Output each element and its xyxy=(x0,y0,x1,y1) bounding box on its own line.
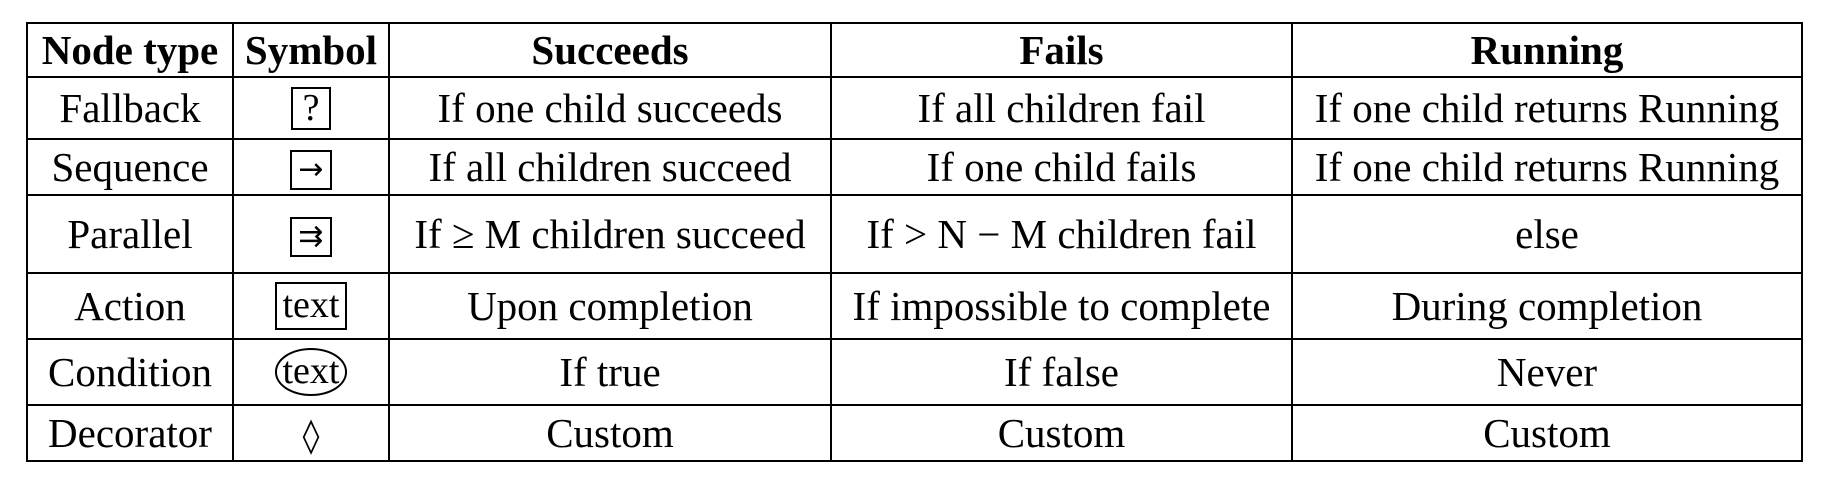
parallel-double-arrow-icon: ⇉ xyxy=(290,216,332,257)
symbol-cell: → xyxy=(232,138,390,196)
node-type-cell: Action xyxy=(26,272,234,340)
table-row: Condition text If true If false Never xyxy=(26,338,1803,406)
succeeds-cell: If ≥ M children succeed xyxy=(388,194,832,274)
symbol-cell: text xyxy=(232,338,390,406)
condition-ellipse-icon: text xyxy=(274,348,348,396)
running-cell: Custom xyxy=(1291,404,1803,462)
sequence-arrow-icon: → xyxy=(290,149,332,190)
node-types-table: Node type Symbol Succeeds Fails Running … xyxy=(26,22,1803,462)
succeeds-cell: If one child succeeds xyxy=(388,76,832,140)
symbol-cell: ◊ xyxy=(232,404,390,462)
header-running: Running xyxy=(1291,22,1803,78)
succeeds-cell: Custom xyxy=(388,404,832,462)
table-row: Sequence → If all children succeed If on… xyxy=(26,138,1803,196)
succeeds-cell: Upon completion xyxy=(388,272,832,340)
table-row: Action text Upon completion If impossibl… xyxy=(26,272,1803,340)
table-row: Parallel ⇉ If ≥ M children succeed If > … xyxy=(26,194,1803,274)
fails-cell: If one child fails xyxy=(830,138,1293,196)
table-header-row: Node type Symbol Succeeds Fails Running xyxy=(26,22,1803,78)
action-rectangle-icon: text xyxy=(274,282,348,330)
symbol-cell: text xyxy=(232,272,390,340)
header-symbol: Symbol xyxy=(232,22,390,78)
running-cell: If one child returns Running xyxy=(1291,76,1803,140)
running-cell: else xyxy=(1291,194,1803,274)
symbol-cell: ? xyxy=(232,76,390,140)
decorator-diamond-icon: ◊ xyxy=(302,415,320,456)
fallback-symbol-icon: ? xyxy=(290,86,332,131)
node-type-cell: Condition xyxy=(26,338,234,406)
fails-cell: If impossible to complete xyxy=(830,272,1293,340)
fails-cell: If false xyxy=(830,338,1293,406)
node-type-cell: Fallback xyxy=(26,76,234,140)
running-cell: Never xyxy=(1291,338,1803,406)
fails-cell: If all children fail xyxy=(830,76,1293,140)
table-row: Fallback ? If one child succeeds If all … xyxy=(26,76,1803,140)
symbol-cell: ⇉ xyxy=(232,194,390,274)
table-row: Decorator ◊ Custom Custom Custom xyxy=(26,404,1803,462)
running-cell: During completion xyxy=(1291,272,1803,340)
header-fails: Fails xyxy=(830,22,1293,78)
node-type-cell: Sequence xyxy=(26,138,234,196)
running-cell: If one child returns Running xyxy=(1291,138,1803,196)
fails-cell: If > N − M children fail xyxy=(830,194,1293,274)
succeeds-cell: If all children succeed xyxy=(388,138,832,196)
fails-cell: Custom xyxy=(830,404,1293,462)
header-node-type: Node type xyxy=(26,22,234,78)
node-type-cell: Decorator xyxy=(26,404,234,462)
header-succeeds: Succeeds xyxy=(388,22,832,78)
succeeds-cell: If true xyxy=(388,338,832,406)
node-type-cell: Parallel xyxy=(26,194,234,274)
